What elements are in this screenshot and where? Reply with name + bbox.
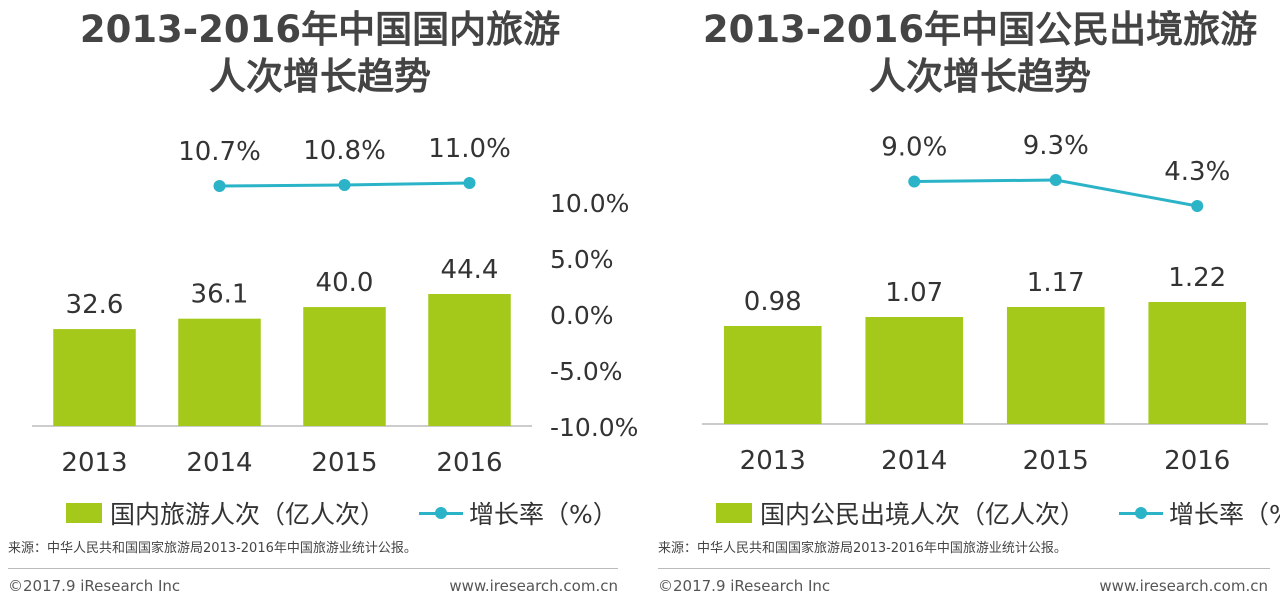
right-title-line-2: 人次增长趋势 [869, 55, 1091, 98]
bar [178, 318, 261, 426]
x-tick-label: 2016 [436, 448, 502, 478]
bar [1148, 302, 1247, 424]
bar-value-label: 0.98 [744, 287, 802, 317]
right-chart-title: 2013-2016年中国公民出境旅游 人次增长趋势 [690, 6, 1270, 100]
right-legend: 国内公民出境人次（亿人次） 增长率（%） [716, 496, 1280, 530]
bar-value-label: 1.07 [885, 278, 943, 308]
y2-tick-label: 0.0% [550, 301, 614, 330]
x-tick-label: 2014 [186, 448, 252, 478]
growth-rate-point [213, 180, 226, 192]
right-chart: 0.98 2013 1.07 2014 1.17 2015 1.22 2016 9.0% 9.3%… [702, 131, 1268, 476]
growth-rate-point [338, 179, 351, 191]
left-footer-divider [8, 568, 618, 569]
x-tick-label: 2016 [1164, 446, 1230, 476]
bar [303, 307, 386, 426]
left-source-note: 来源：中华人民共和国国家旅游局2013-2016年中国旅游业统计公报。 [8, 541, 417, 556]
y2-tick-label: -10.0% [550, 413, 638, 442]
bar [723, 326, 822, 424]
bar-value-label: 44.4 [441, 255, 499, 285]
bar-value-label: 40.0 [316, 268, 374, 298]
growth-rate-label: 4.3% [1164, 157, 1230, 187]
bar [1006, 307, 1105, 424]
legend-line-marker [1119, 503, 1164, 523]
bar [865, 317, 964, 424]
growth-rate-point [908, 175, 921, 188]
left-legend-bar-label: 国内旅游人次（亿人次） [110, 500, 386, 529]
legend-bar-swatch [716, 503, 752, 523]
bar [53, 329, 136, 426]
x-tick-label: 2013 [61, 448, 127, 478]
growth-rate-point [1049, 174, 1062, 186]
x-tick-label: 2015 [311, 448, 377, 478]
right-copyright: ©2017.9 iResearch Inc [658, 577, 831, 595]
left-copyright: ©2017.9 iResearch Inc [8, 577, 181, 595]
y2-tick-label: -5.0% [550, 357, 623, 386]
left-legend: 国内旅游人次（亿人次） 增长率（%） [66, 496, 618, 530]
growth-rate-label: 11.0% [428, 134, 511, 164]
growth-rate-label: 9.0% [881, 133, 947, 163]
legend-bar-swatch [66, 503, 102, 523]
bar-value-label: 32.6 [66, 290, 124, 320]
left-website: www.iresearch.com.cn [449, 577, 618, 595]
x-tick-label: 2015 [1023, 446, 1089, 476]
bar [428, 294, 511, 426]
growth-rate-label: 9.3% [1023, 131, 1089, 161]
right-legend-line-label: 增长率（%） [1169, 500, 1280, 529]
left-chart-title: 2013-2016年中国国内旅游 人次增长趋势 [30, 6, 610, 100]
growth-rate-label: 10.7% [178, 137, 261, 167]
legend-line-marker [419, 503, 464, 523]
bar-value-label: 1.22 [1168, 263, 1226, 293]
growth-rate-point [463, 177, 476, 189]
x-tick-label: 2013 [740, 446, 806, 476]
left-legend-line-label: 增长率（%） [469, 500, 618, 529]
growth-rate-point [1191, 200, 1204, 212]
x-tick-label: 2014 [881, 446, 947, 476]
bar-value-label: 1.17 [1027, 268, 1085, 298]
right-footer-divider [658, 568, 1270, 569]
left-title-line-2: 人次增长趋势 [209, 55, 431, 98]
right-website: www.iresearch.com.cn [1099, 577, 1268, 595]
right-title-line-1: 2013-2016年中国公民出境旅游 [702, 8, 1258, 51]
growth-rate-label: 10.8% [303, 136, 386, 166]
y2-tick-label: 10.0% [550, 189, 629, 218]
left-title-line-1: 2013-2016年中国国内旅游 [79, 8, 561, 51]
right-source-note: 来源：中华人民共和国国家旅游局2013-2016年中国旅游业统计公报。 [658, 541, 1067, 556]
right-legend-bar-label: 国内公民出境人次（亿人次） [760, 500, 1086, 529]
y2-tick-label: 5.0% [550, 245, 614, 274]
bar-value-label: 36.1 [191, 280, 249, 310]
left-chart: 32.6 2013 36.1 2014 40.0 2015 44.4 2016 10.7% 10.… [32, 134, 638, 478]
